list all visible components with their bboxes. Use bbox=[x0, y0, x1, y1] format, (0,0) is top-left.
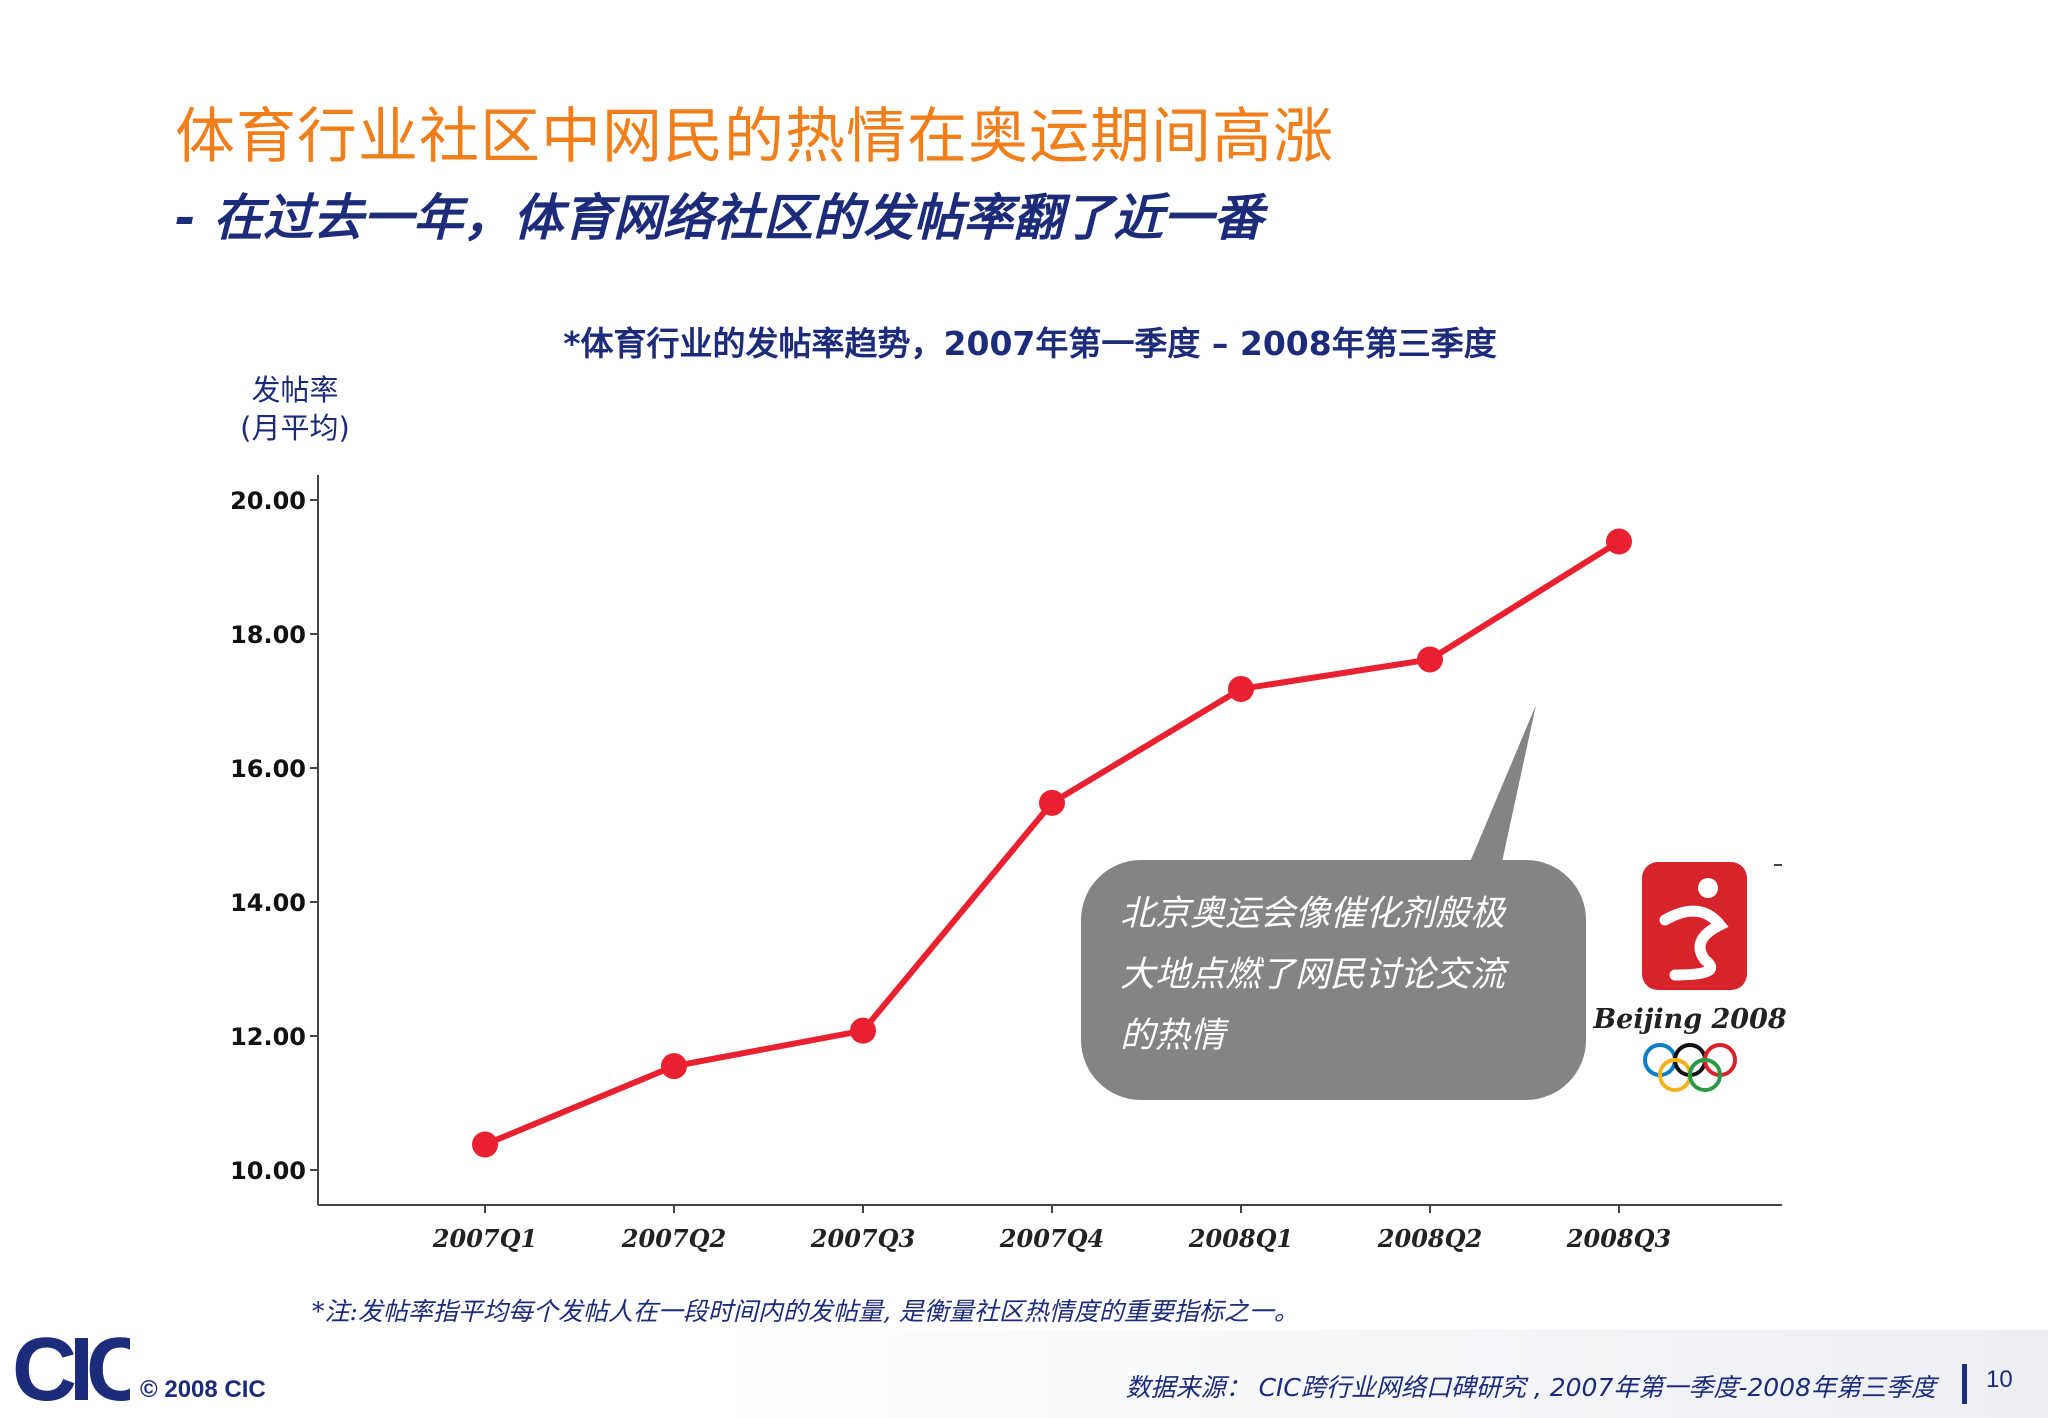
slide-subtitle: - 在过去一年，体育网络社区的发帖率翻了近一番 bbox=[175, 189, 1264, 247]
y-axis-label-line-2: (月平均) bbox=[240, 411, 350, 445]
slide-title: 体育行业社区中网民的热情在奥运期间高涨 bbox=[175, 102, 1334, 172]
data-point bbox=[1228, 675, 1254, 702]
callout-box bbox=[1081, 860, 1586, 1100]
data-source: 数据来源： CIC跨行业网络口碑研究 , 2007年第一季度-2008年第三季度 bbox=[1125, 1373, 1936, 1402]
callout-pointer bbox=[1470, 705, 1536, 862]
callout-line-3: 的热情 bbox=[1120, 1016, 1230, 1056]
chart-footnote: *注:发帖率指平均每个发帖人在一段时间内的发帖量, 是衡量社区热情度的重要指标之… bbox=[312, 1297, 1299, 1326]
y-tick-label: 12.00 bbox=[230, 1023, 306, 1051]
cic-logo-icon: CIC bbox=[12, 1322, 130, 1414]
x-tick-label: 2007Q3 bbox=[810, 1224, 915, 1253]
page-number: 10 bbox=[1986, 1366, 2013, 1393]
line-chart: *体育行业的发帖率趋势，2007年第一季度 – 2008年第三季度 发帖率 (月… bbox=[230, 324, 1787, 1253]
emblem-runner-icon bbox=[1659, 905, 1729, 981]
footer-bar bbox=[0, 1330, 2048, 1418]
beijing-2008-text: Beijing 2008 bbox=[1592, 1004, 1787, 1035]
beijing-emblem-seal bbox=[1642, 862, 1747, 990]
x-tick-label: 2008Q1 bbox=[1188, 1224, 1293, 1253]
chart-axes: 10.00 12.00 14.00 16.00 18.00 20.00 2007Q1 2007… bbox=[230, 475, 1782, 1253]
x-tick-label: 2007Q1 bbox=[432, 1224, 537, 1253]
emblem-head-icon bbox=[1698, 878, 1718, 898]
x-tick-label: 2007Q4 bbox=[999, 1224, 1104, 1253]
data-point bbox=[661, 1053, 687, 1080]
data-point bbox=[1606, 528, 1632, 555]
data-point bbox=[472, 1131, 498, 1158]
x-tick-label: 2007Q2 bbox=[621, 1224, 726, 1253]
y-tick-label: 18.00 bbox=[230, 621, 306, 649]
data-point bbox=[1417, 646, 1443, 673]
copyright-text: © 2008 CIC bbox=[140, 1376, 266, 1403]
y-tick-label: 20.00 bbox=[230, 487, 306, 515]
svg-text:CIC: CIC bbox=[12, 1322, 130, 1414]
callout-bubble: 北京奥运会像催化剂般极 大地点燃了网民讨论交流 的热情 bbox=[1081, 705, 1586, 1100]
data-point bbox=[850, 1017, 876, 1044]
olympic-rings-icon bbox=[1643, 1043, 1737, 1092]
beijing-2008-logo: Beijing 2008 bbox=[1592, 862, 1787, 1092]
data-point bbox=[1039, 789, 1065, 816]
chart-series bbox=[472, 528, 1632, 1158]
y-axis-label-line-1: 发帖率 bbox=[251, 373, 338, 407]
y-tick-label: 14.00 bbox=[230, 889, 306, 917]
callout-line-2: 大地点燃了网民讨论交流 bbox=[1120, 955, 1510, 995]
x-tick-label: 2008Q3 bbox=[1566, 1224, 1671, 1253]
callout-line-1: 北京奥运会像催化剂般极 bbox=[1120, 894, 1507, 934]
chart-title: *体育行业的发帖率趋势，2007年第一季度 – 2008年第三季度 bbox=[563, 324, 1496, 363]
page-number-divider bbox=[1962, 1364, 1967, 1404]
olympic-ring bbox=[1688, 1058, 1722, 1092]
x-tick-label: 2008Q2 bbox=[1377, 1224, 1482, 1253]
chart-panel: *体育行业的发帖率趋势，2007年第一季度 – 2008年第三季度 发帖率 (月… bbox=[160, 270, 2048, 1330]
y-tick-label: 16.00 bbox=[230, 755, 306, 783]
y-tick-label: 10.00 bbox=[230, 1157, 306, 1185]
